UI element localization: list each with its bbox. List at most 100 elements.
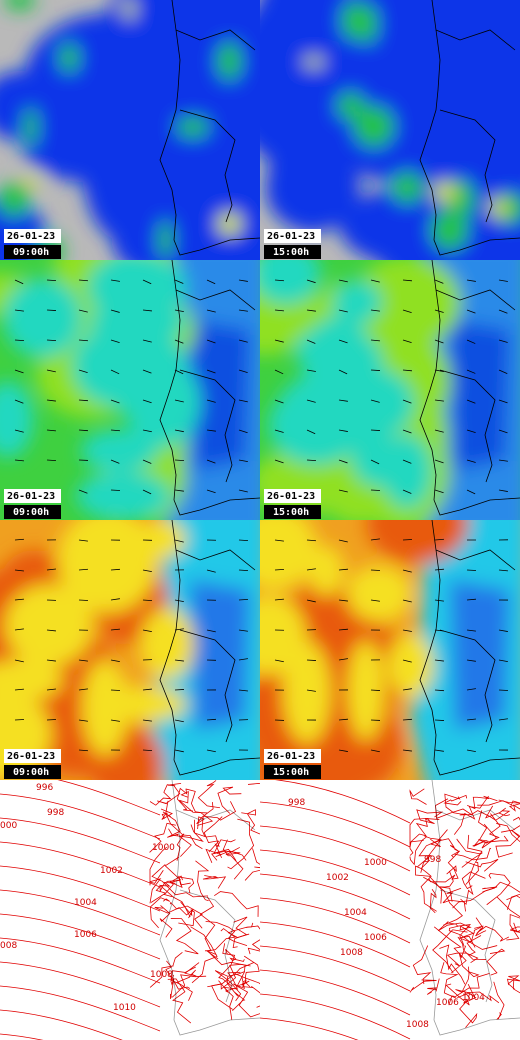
wind-arrow xyxy=(466,369,476,374)
wind-arrow xyxy=(142,339,152,343)
isobar-label: 1004 xyxy=(462,993,485,1003)
isobar-dense xyxy=(438,870,454,902)
wind-arrow xyxy=(14,688,24,691)
isobar-dense xyxy=(478,813,501,844)
isobar-dense xyxy=(428,867,459,883)
wind-arrow xyxy=(466,629,476,632)
blob xyxy=(336,91,365,120)
map-panel: 26-01-23 15:00h xyxy=(260,0,520,260)
wind-arrow xyxy=(174,369,184,375)
isobar-dense xyxy=(218,943,236,987)
isobar-dense xyxy=(512,978,520,994)
wind-arrow xyxy=(274,369,284,375)
blob xyxy=(3,278,82,358)
wind-arrow xyxy=(466,429,476,434)
wind-arrow xyxy=(498,489,508,492)
wind-arrow xyxy=(46,568,56,571)
isobar-dense xyxy=(498,799,520,812)
wind-arrow xyxy=(370,749,380,753)
isobar-dense xyxy=(235,973,260,1008)
wind-arrow xyxy=(238,309,248,312)
land-core xyxy=(190,580,250,730)
isobar-dense xyxy=(506,975,520,990)
wind-arrow xyxy=(402,688,412,691)
wind-arrow xyxy=(274,399,284,404)
isobar xyxy=(0,985,161,1032)
isobar-dense xyxy=(426,978,440,995)
isobar-dense xyxy=(214,891,259,917)
isobar-dense xyxy=(222,839,244,880)
wind-arrow xyxy=(498,279,508,282)
date-box xyxy=(264,229,321,243)
wind-arrow xyxy=(174,489,184,492)
wind-arrow xyxy=(14,569,24,572)
wind-arrow xyxy=(370,429,381,431)
wind-arrow xyxy=(338,658,348,661)
isobar-dense xyxy=(420,838,442,873)
wind-arrow xyxy=(466,659,476,662)
isobar-dense xyxy=(165,960,191,990)
wind-arrow xyxy=(274,459,284,464)
wind-arrow xyxy=(402,399,412,404)
wind-arrow xyxy=(338,279,348,283)
date-label: 26-01-23 xyxy=(267,751,315,762)
date-box xyxy=(264,749,321,763)
wind-arrow xyxy=(206,489,216,494)
wind-arrow xyxy=(206,279,216,285)
isobar-dense xyxy=(472,810,488,847)
wind-arrow xyxy=(434,749,444,752)
isobar-dense xyxy=(443,794,468,806)
time-label: 09:00h xyxy=(13,767,49,778)
wind-arrow xyxy=(338,459,348,464)
isobar xyxy=(260,921,411,968)
isobar-dense xyxy=(233,976,260,1018)
blob xyxy=(391,171,424,204)
wind-arrow xyxy=(238,339,248,343)
wind-arrow xyxy=(142,279,152,285)
isobar-dense xyxy=(496,823,520,843)
isobar-dense xyxy=(223,971,241,991)
wind-arrow xyxy=(306,309,316,312)
wind-arrow xyxy=(466,688,476,691)
isobar-label: 1008 xyxy=(150,970,173,980)
isobar-dense xyxy=(149,846,167,886)
isobar-dense xyxy=(477,800,520,806)
isobar-label: 1000 xyxy=(364,858,387,868)
wind-arrow xyxy=(174,599,184,602)
isobar-dense xyxy=(409,817,431,844)
wind-arrow xyxy=(78,279,89,282)
wind-arrow xyxy=(238,279,248,282)
time-box xyxy=(4,505,61,519)
blob xyxy=(260,520,318,590)
wind-arrow xyxy=(434,369,444,372)
blob xyxy=(57,520,158,614)
wind-arrow xyxy=(498,689,509,691)
blob xyxy=(387,633,434,698)
isobar-dense xyxy=(202,875,227,889)
map-field xyxy=(0,0,260,260)
isobar-dense xyxy=(178,824,204,857)
blob xyxy=(260,299,296,342)
wind-arrow xyxy=(370,459,380,465)
wind-arrow xyxy=(110,279,120,282)
isobar-dense xyxy=(412,945,432,985)
wind-arrow xyxy=(338,599,348,602)
wind-arrow xyxy=(466,309,476,314)
wind-arrow xyxy=(14,339,25,342)
blob xyxy=(217,212,242,236)
isobar-dense xyxy=(423,876,463,926)
wind-arrow xyxy=(498,339,508,343)
isobar-dense xyxy=(432,929,468,974)
wind-arrow xyxy=(174,279,184,284)
isobar-dense xyxy=(493,981,505,1020)
date-label: 26-01-23 xyxy=(7,491,55,502)
isobar-dense xyxy=(409,979,437,993)
wind-arrow xyxy=(238,369,248,373)
isobar-dense xyxy=(241,809,260,835)
isobar-dense xyxy=(442,887,466,912)
isobar-dense xyxy=(149,822,176,854)
isobar-dense xyxy=(486,873,511,906)
isobar-dense xyxy=(467,795,498,810)
wind-arrow xyxy=(14,279,24,285)
map-field xyxy=(260,0,520,260)
